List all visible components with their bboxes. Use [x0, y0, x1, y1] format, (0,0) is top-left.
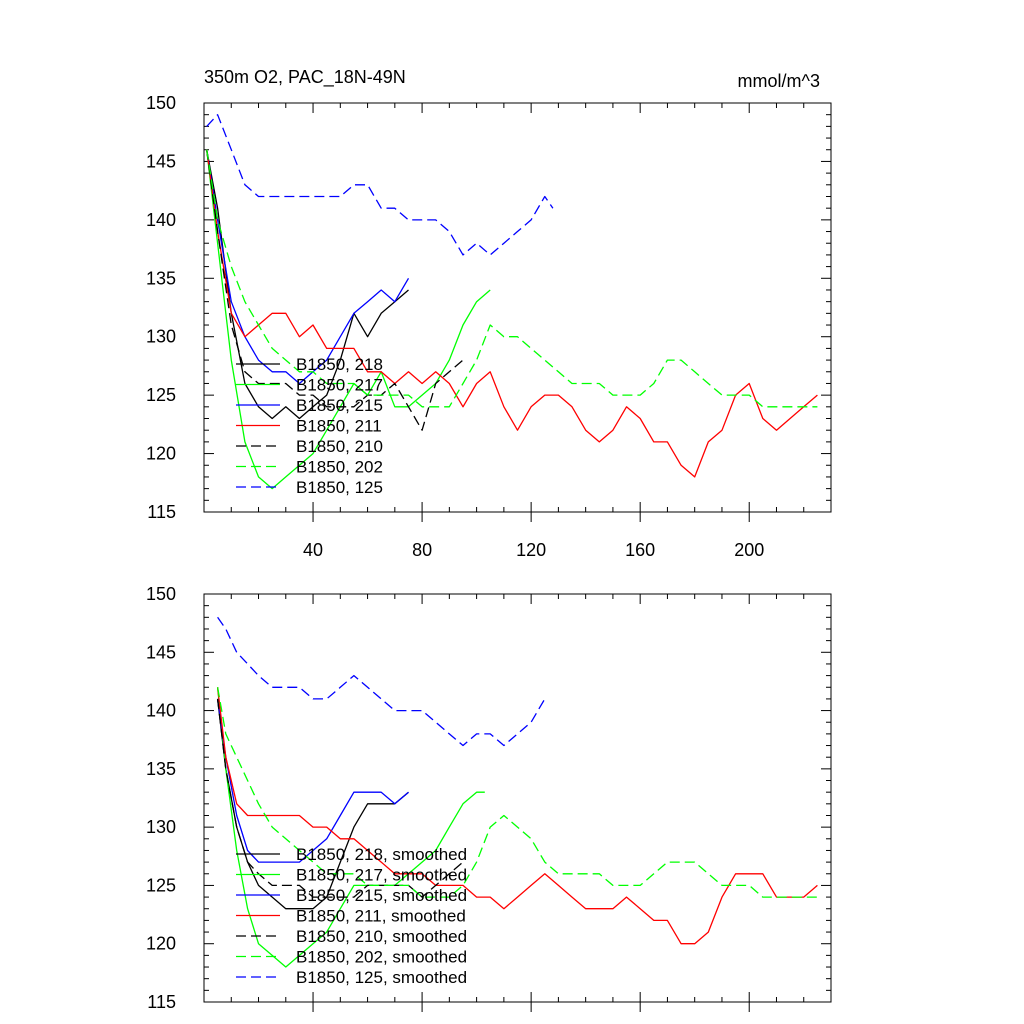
chart-title-right: mmol/m^3: [738, 71, 820, 91]
series-line: [216, 698, 409, 910]
y-tick-label: 120: [146, 934, 176, 954]
top-panel: 350m O2, PAC_18N-49N mmol/m^3 1151201251…: [146, 67, 832, 560]
legend-label: B1850, 217, smoothed: [296, 866, 467, 885]
legend-label: B1850, 202: [296, 458, 383, 477]
y-tick-label: 140: [146, 210, 176, 230]
legend-label: B1850, 217: [296, 376, 383, 395]
legend-label: B1850, 125: [296, 478, 383, 497]
series-line: [217, 616, 546, 747]
y-tick-label: 120: [146, 444, 176, 464]
y-tick-label: 145: [146, 642, 176, 662]
legend-label: B1850, 218, smoothed: [296, 845, 467, 864]
y-tick-label: 145: [146, 151, 176, 171]
series-line: [206, 149, 410, 385]
series-line: [206, 149, 818, 408]
series-line: [216, 687, 818, 898]
series-line: [206, 149, 464, 431]
series-line: [216, 687, 818, 945]
series-group: [206, 114, 818, 490]
y-tick-label: 115: [147, 992, 176, 1012]
series-line: [206, 149, 818, 478]
y-tick-label: 150: [146, 93, 176, 113]
y-tick-label: 135: [146, 268, 176, 288]
series-line: [206, 149, 491, 490]
legend-label: B1850, 211, smoothed: [296, 907, 466, 926]
x-tick-label: 200: [734, 540, 764, 560]
legend-label: B1850, 215: [296, 396, 383, 415]
y-tick-label: 130: [146, 327, 176, 347]
series-group: [216, 616, 818, 968]
legend-label: B1850, 210: [296, 437, 383, 456]
y-tick-label: 125: [146, 385, 176, 405]
x-tick-label: 80: [412, 540, 432, 560]
legend-label: B1850, 202, smoothed: [296, 948, 467, 967]
x-tick-label: 160: [625, 540, 655, 560]
x-tick-label: 40: [303, 540, 323, 560]
plot-frame: [203, 593, 832, 1003]
legend-label: B1850, 211: [296, 417, 382, 436]
y-tick-label: 115: [147, 502, 176, 522]
bottom-panel: 115 120 125 130 135 140 145 150 B1850, 218, smoo…: [146, 584, 832, 1012]
y-tick-label: 140: [146, 701, 176, 721]
y-tick-label: 125: [146, 875, 176, 895]
legend-label: B1850, 218: [296, 355, 383, 374]
legend-label: B1850, 125, smoothed: [296, 968, 467, 987]
y-tick-label: 150: [146, 584, 176, 604]
y-tick-label: 135: [146, 759, 176, 779]
x-tick-label: 120: [516, 540, 546, 560]
plot-frame: [203, 102, 832, 513]
plot-area: 115 120 125 130 135 140 145 150 B1850, 218, smoo…: [146, 584, 832, 1012]
series-line: [206, 114, 554, 256]
legend-label: B1850, 215, smoothed: [296, 886, 467, 905]
y-tick-label: 130: [146, 817, 176, 837]
chart-title-left: 350m O2, PAC_18N-49N: [204, 67, 406, 88]
plot-area: 115 120 125 130 135 140 145 150 40 80 120 160 200 B18…: [146, 93, 832, 560]
legend-label: B1850, 210, smoothed: [296, 927, 467, 946]
series-line: [216, 698, 409, 863]
